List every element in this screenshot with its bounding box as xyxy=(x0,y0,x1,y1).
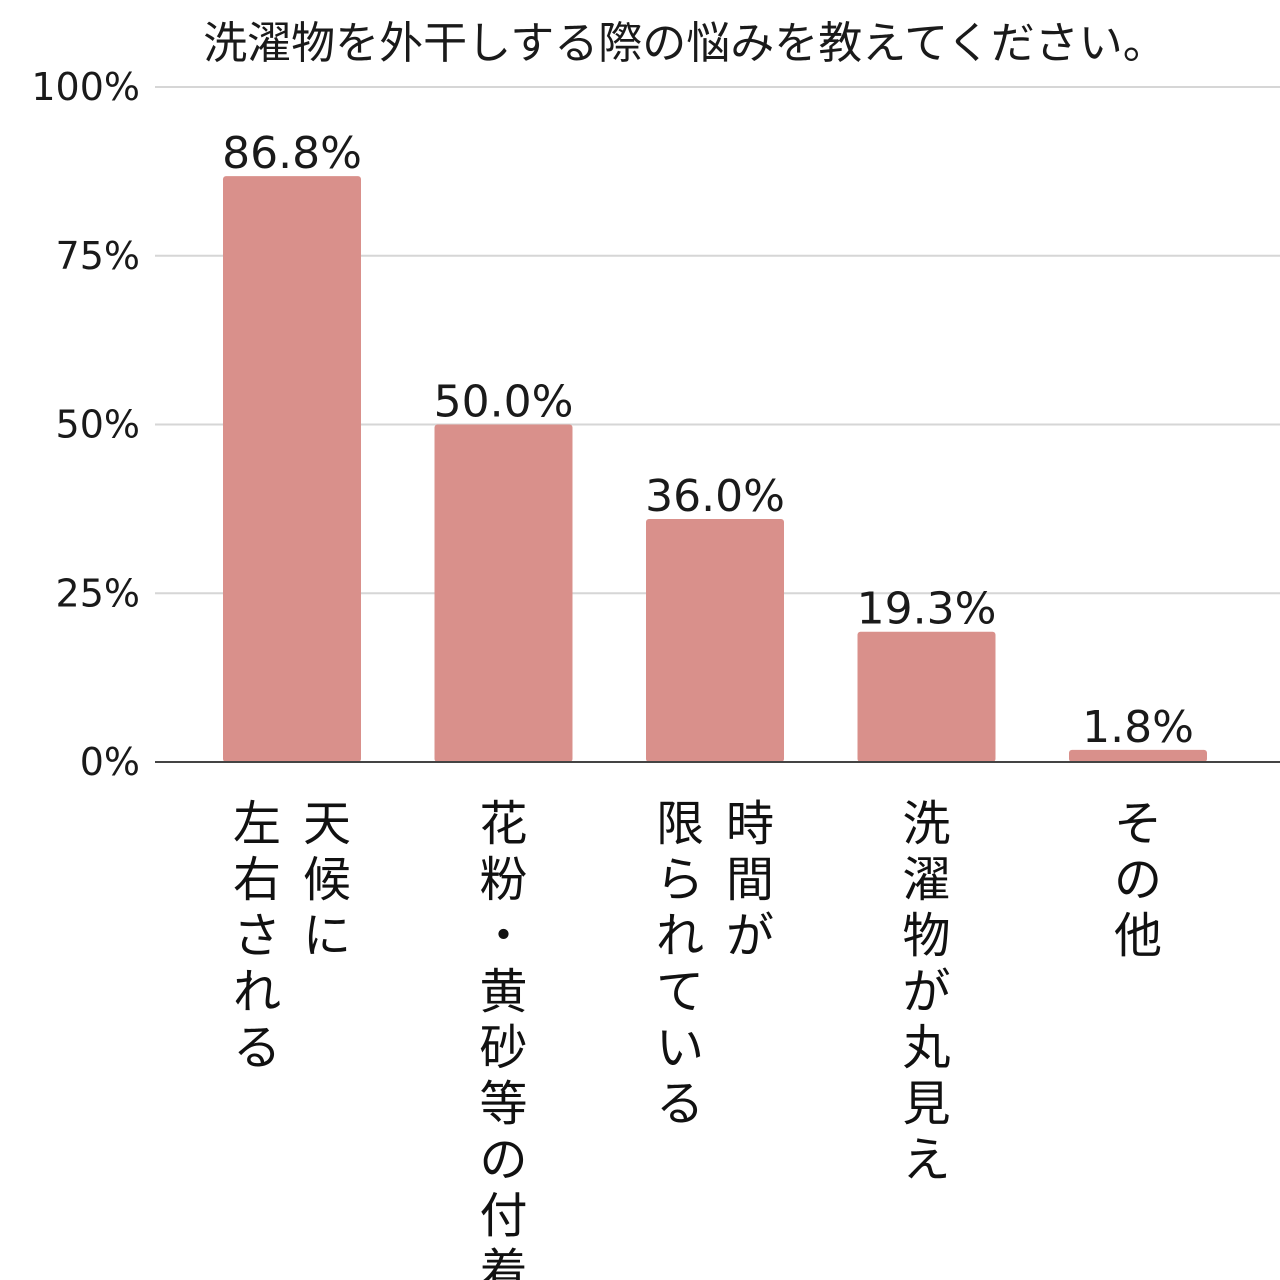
x-tick-label-char: る xyxy=(233,1020,281,1076)
x-tick-label-char: の xyxy=(479,1132,527,1188)
x-tick-label-char: 限 xyxy=(656,796,704,852)
data-labels: 86.8% 50.0% 36.0% 19.3% 1.8% xyxy=(222,128,1194,753)
x-tick-label-char: そ xyxy=(1114,796,1162,852)
x-tick-label-char: 間 xyxy=(726,852,774,908)
x-tick-label-char: の xyxy=(1114,852,1162,908)
data-label: 86.8% xyxy=(222,128,362,179)
x-tick-label-char: 右 xyxy=(233,852,281,908)
x-tick-label-char: 洗 xyxy=(902,796,950,852)
y-tick-label: 25% xyxy=(56,571,140,615)
x-tick-label-char: て xyxy=(656,964,704,1020)
bar xyxy=(857,631,996,762)
x-tick-label-char: る xyxy=(656,1076,704,1132)
x-tick-label-char: に xyxy=(303,908,351,964)
x-tick-label-char: が xyxy=(726,908,774,964)
x-tick-label-char: え xyxy=(902,1132,950,1188)
x-tick-label-char: い xyxy=(656,1020,704,1076)
x-tick-label-char: 付 xyxy=(479,1188,527,1244)
x-tick-label-char: 見 xyxy=(902,1076,950,1132)
x-tick-label-char: 黄 xyxy=(479,964,527,1020)
x-tick-label-char: 他 xyxy=(1114,908,1162,964)
x-tick-label-char: 左 xyxy=(233,796,281,852)
bar xyxy=(434,424,573,762)
x-tick-label-char: が xyxy=(902,964,950,1020)
x-tick-label-char: 丸 xyxy=(902,1020,950,1076)
x-tick-label-char: ら xyxy=(656,852,704,908)
x-tick-label-char: 等 xyxy=(479,1076,527,1132)
data-label: 50.0% xyxy=(434,377,574,428)
bar xyxy=(1069,749,1207,762)
y-axis-ticks: 0% 25% 50% 75% 100% xyxy=(31,65,140,784)
x-tick-label-char: 着 xyxy=(479,1244,527,1280)
x-tick-label-char: 花 xyxy=(479,796,527,852)
x-tick-label-char: 粉 xyxy=(479,852,527,908)
x-tick-label-char: 候 xyxy=(303,852,351,908)
data-label: 19.3% xyxy=(857,584,997,635)
y-tick-label: 75% xyxy=(56,234,140,278)
y-tick-label: 0% xyxy=(80,740,140,784)
x-tick-label-char: 濯 xyxy=(902,852,950,908)
chart-title: 洗濯物を外干しする際の悩みを教えてください。 xyxy=(203,18,1167,69)
x-tick-label-char: 砂 xyxy=(479,1020,527,1076)
bar xyxy=(223,176,361,763)
y-tick-label: 100% xyxy=(31,65,140,109)
x-tick-label: その他 xyxy=(1114,796,1162,964)
bars xyxy=(223,176,1207,763)
y-tick-label: 50% xyxy=(56,403,140,447)
x-tick-label-char: れ xyxy=(233,964,281,1020)
x-tick-label-char: れ xyxy=(656,908,704,964)
x-tick-label-char: ・ xyxy=(479,908,527,964)
data-label: 36.0% xyxy=(645,471,785,522)
x-tick-label-char: 時 xyxy=(726,796,774,852)
x-tick-label-char: さ xyxy=(233,908,281,964)
x-tick-label-char: 物 xyxy=(902,908,950,964)
bar xyxy=(646,519,784,762)
data-label: 1.8% xyxy=(1082,702,1194,753)
x-tick-label-char: 天 xyxy=(303,796,351,852)
